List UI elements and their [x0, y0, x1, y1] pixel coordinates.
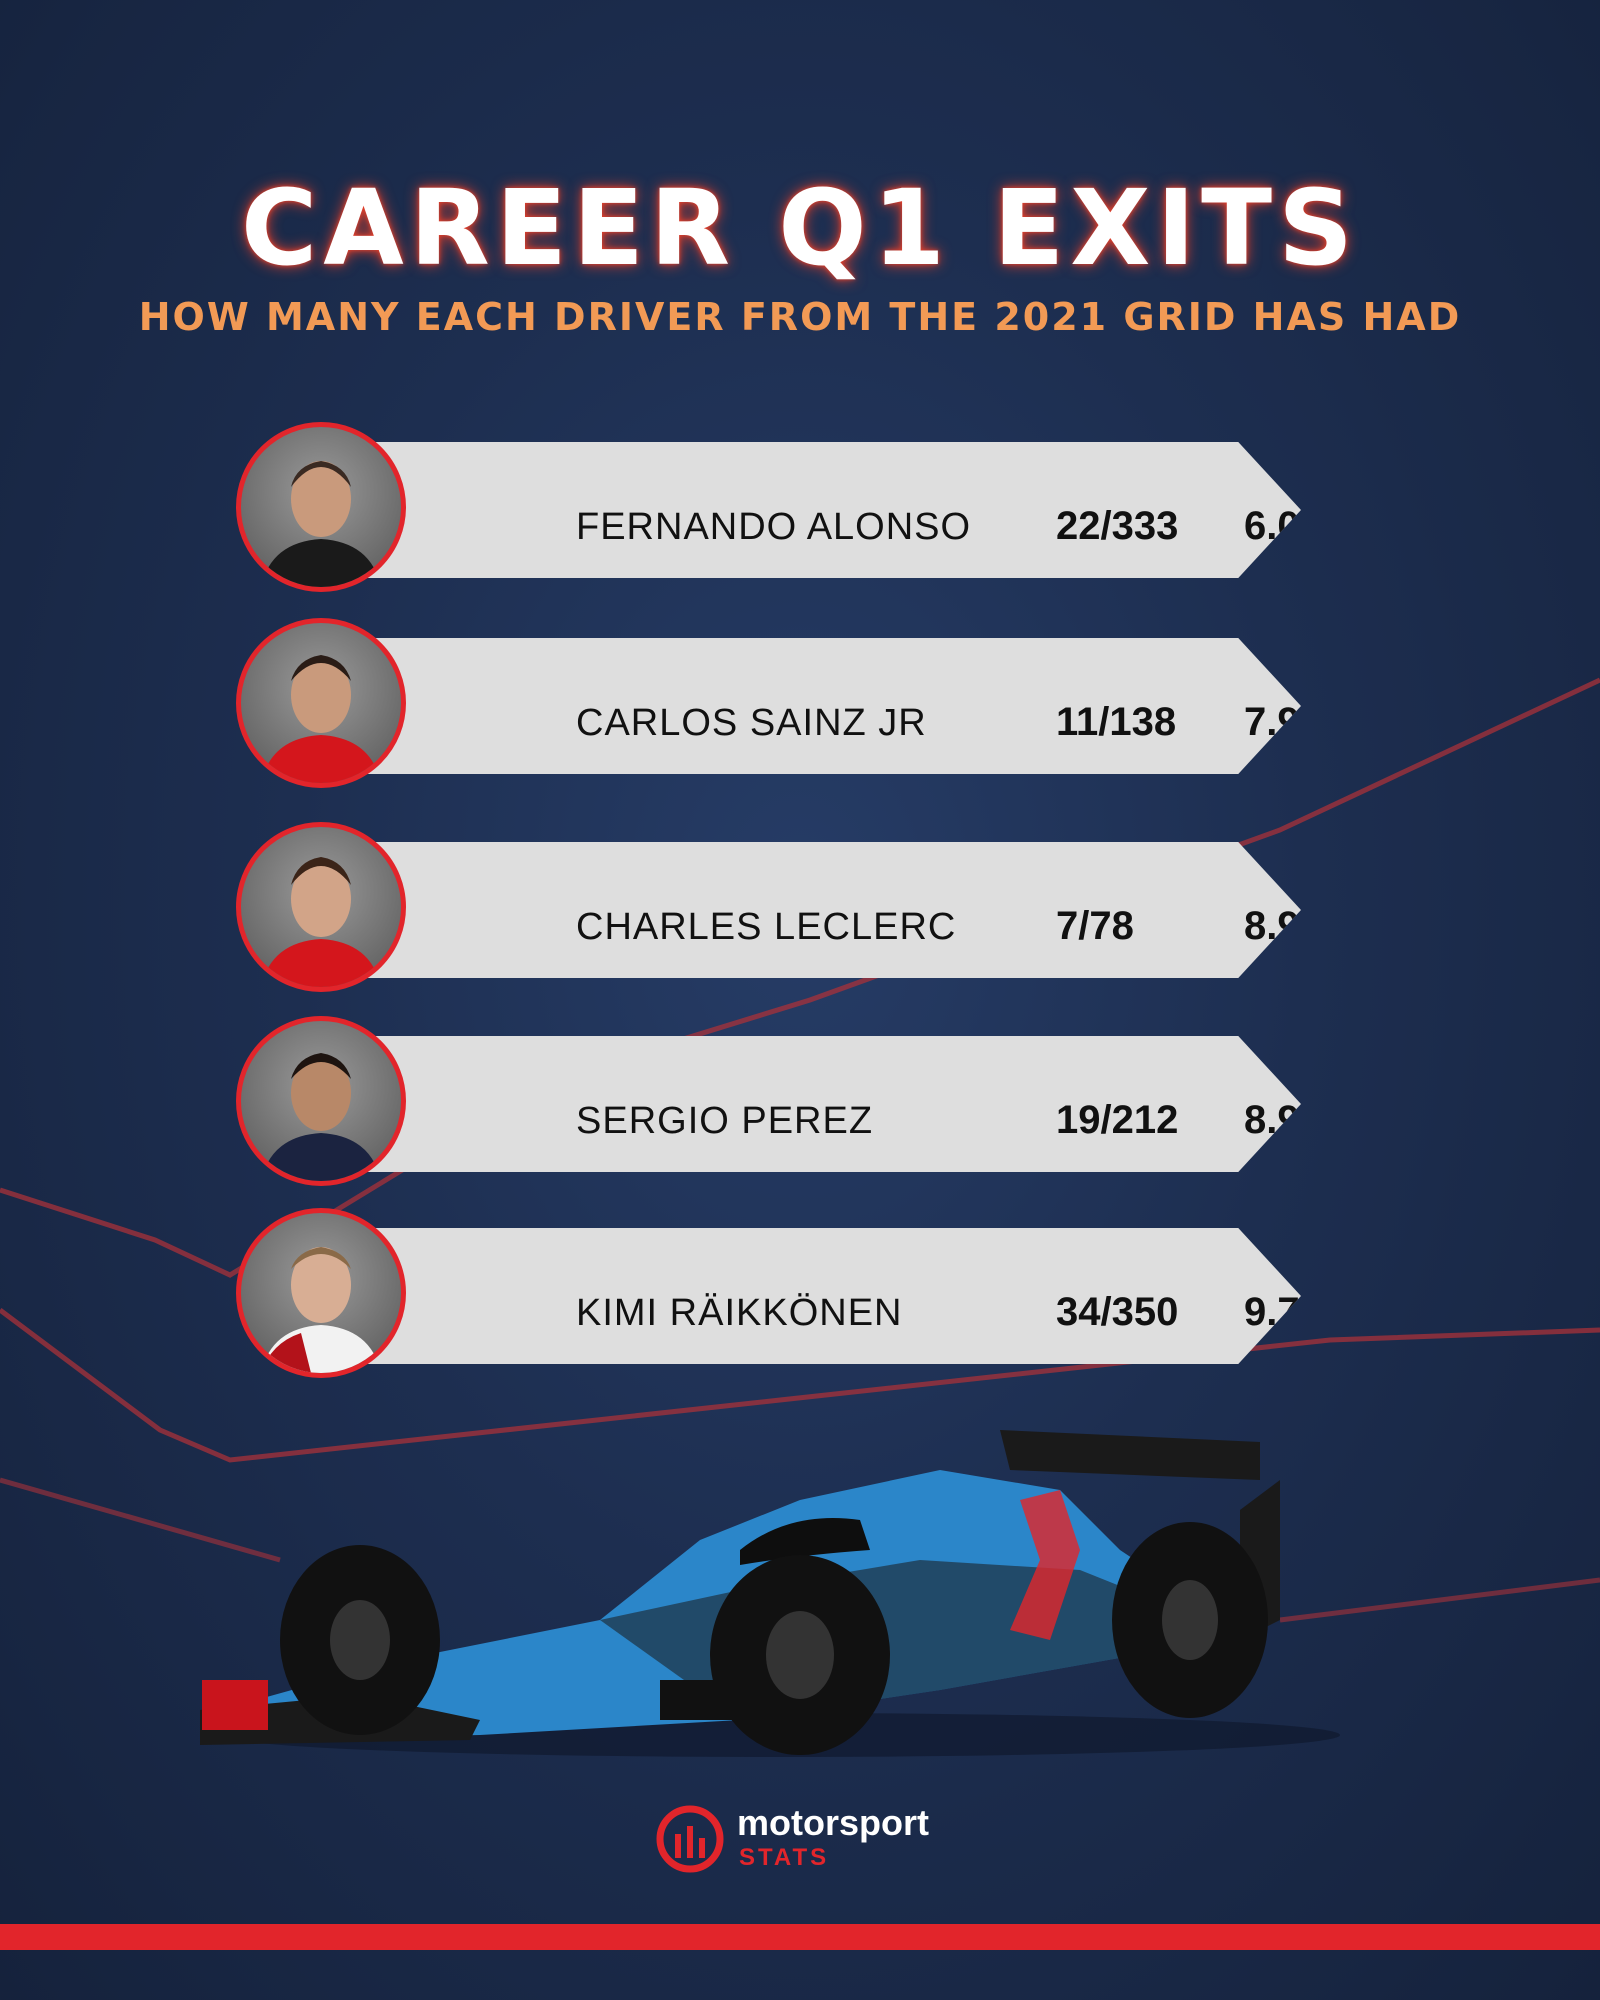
driver-portrait [236, 422, 406, 592]
q1-exit-percent: 8.97% [1244, 904, 1358, 948]
motorsport-stats-logo-icon [656, 1805, 724, 1873]
page-subtitle: HOW MANY EACH DRIVER FROM THE 2021 GRID … [138, 295, 1462, 339]
q1-exit-percent: 7.97% [1244, 700, 1358, 744]
driver-row-raikkonen: KIMI RÄIKKÖNEN 34/350 9.71% [236, 1208, 1326, 1378]
driver-row-perez: SERGIO PEREZ 19/212 8.96% [236, 1016, 1326, 1186]
q1-exit-count: 22/333 [1056, 504, 1179, 548]
driver-name: CHARLES LECLERC [576, 906, 957, 948]
driver-row-sainz: CARLOS SAINZ JR 11/138 7.97% [236, 618, 1326, 788]
q1-exit-count: 19/212 [1056, 1098, 1179, 1142]
stat-bar: KIMI RÄIKKÖNEN 34/350 9.71% [336, 1228, 1301, 1364]
stat-bar: SERGIO PEREZ 19/212 8.96% [336, 1036, 1301, 1172]
driver-portrait [236, 1016, 406, 1186]
q1-exit-count: 11/138 [1056, 700, 1177, 744]
brand-subtitle: STATS [739, 1844, 830, 1871]
driver-name: KIMI RÄIKKÖNEN [576, 1292, 903, 1334]
driver-name: FERNANDO ALONSO [576, 506, 972, 548]
page-title: CAREER Q1 EXITS [240, 167, 1359, 289]
q1-exit-count: 7/78 [1056, 904, 1134, 948]
driver-portrait [236, 822, 406, 992]
q1-exit-percent: 8.96% [1244, 1098, 1358, 1142]
driver-portrait [236, 618, 406, 788]
driver-row-alonso: FERNANDO ALONSO 22/333 6.06% [236, 422, 1326, 592]
driver-name: SERGIO PEREZ [576, 1100, 874, 1142]
stat-bar: CHARLES LECLERC 7/78 8.97% [336, 842, 1301, 978]
q1-exit-count: 34/350 [1056, 1290, 1179, 1334]
driver-portrait [236, 1208, 406, 1378]
brand-name: motorsport [737, 1802, 929, 1843]
motorsport-stats-logo: motorsport STATS [655, 1800, 975, 1880]
stat-bar: FERNANDO ALONSO 22/333 6.06% [336, 442, 1301, 578]
bottom-accent-stripe [0, 1924, 1600, 1950]
q1-exit-percent: 6.06% [1244, 504, 1358, 548]
driver-name: CARLOS SAINZ JR [576, 702, 927, 744]
driver-row-leclerc: CHARLES LECLERC 7/78 8.97% [236, 822, 1326, 992]
q1-exit-percent: 9.71% [1244, 1290, 1358, 1334]
alpine-f1-car-image [200, 1430, 1340, 1757]
stat-bar: CARLOS SAINZ JR 11/138 7.97% [336, 638, 1301, 774]
